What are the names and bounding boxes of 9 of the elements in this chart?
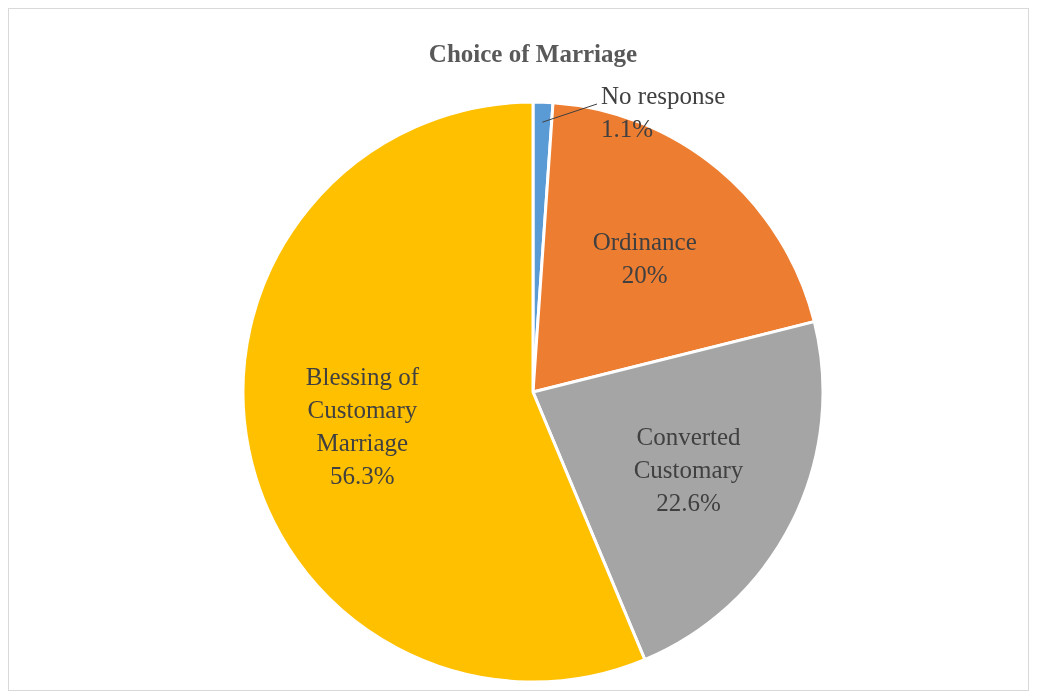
slice-label: No response: [601, 81, 726, 109]
data-label: 20%: [621, 261, 668, 289]
data-label: 22.6%: [656, 489, 721, 517]
slice-label: Ordinance: [592, 228, 697, 256]
data-label: 1.1%: [601, 114, 654, 142]
data-label: 56.3%: [330, 461, 395, 489]
slice-label: Converted Customary: [633, 423, 744, 484]
chart-title: Choice of Marriage: [428, 40, 638, 67]
slice-label: Blessing of Customary Marriage: [305, 362, 420, 456]
